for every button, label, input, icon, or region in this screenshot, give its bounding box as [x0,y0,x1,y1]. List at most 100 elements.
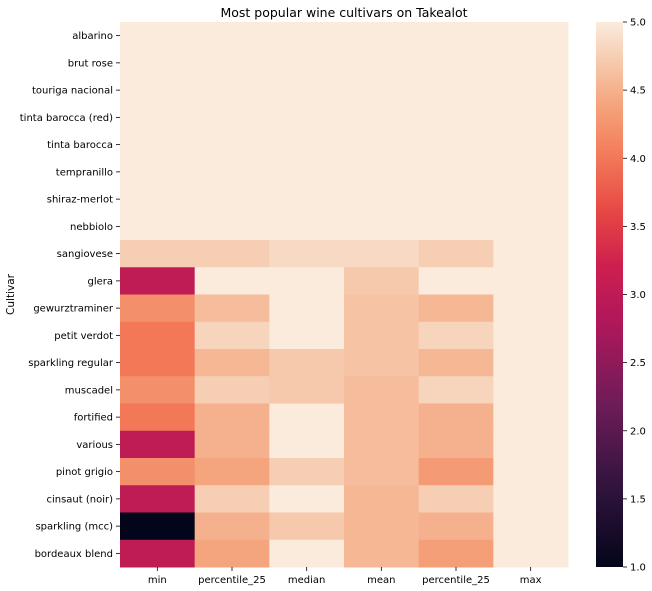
heatmap-cell [493,485,569,513]
colorbar: 1.0 1.5 2.0 2.5 3.0 3.5 4.0 4.5 5.0 [596,18,646,574]
heatmap-cell [120,103,196,132]
heatmap-cell [344,430,420,459]
heatmap-cell [194,430,270,459]
heatmap-cell [120,430,196,459]
y-tick-label: cinsaut (noir) [46,494,113,505]
y-tick-label: tinta barocca [47,140,113,151]
y-tick-label: petit verdot [54,331,113,342]
heatmap-cell [194,376,270,404]
y-tick-label: pinot grigio [56,467,113,478]
y-tick-label: nebbiolo [70,222,113,233]
heatmap-cell [493,539,569,568]
y-tick-label: sparkling regular [28,358,114,369]
heatmap-cell [493,267,569,295]
heatmap-cell [418,321,494,350]
heatmap-cell [269,458,345,486]
heatmap-cell [194,267,270,295]
heatmap-cell [194,403,270,432]
y-tick-label: brut rose [68,58,113,69]
heatmap-cell [120,403,196,432]
heatmap-cell [493,103,569,132]
y-tick-label: sparkling (mcc) [35,522,113,533]
heatmap-cell [344,76,420,105]
y-tick-label: tinta barocca (red) [20,113,113,124]
heatmap-cell [493,240,569,268]
heatmap-cell [194,539,270,568]
heatmap-cell [120,22,196,50]
heatmap-cell [418,539,494,568]
heatmap-cell [418,49,494,77]
heatmap-cell [418,212,494,241]
heatmap-cell [493,430,569,459]
heatmap-cell [418,403,494,432]
heatmap-cell [194,294,270,323]
heatmap-cell [493,403,569,432]
colorbar-tick-label: 3.0 [630,290,646,301]
heatmap-cell [418,458,494,486]
heatmap-cell [493,185,569,214]
heatmap-cell [344,485,420,513]
heatmap-cell [269,240,345,268]
heatmap-cell [493,158,569,186]
heatmap-cell [493,458,569,486]
colorbar-tick-label: 3.5 [630,222,646,233]
heatmap-cell [269,103,345,132]
heatmap-cell [493,321,569,350]
heatmap-cell [194,485,270,513]
colorbar-tick-label: 4.5 [630,86,646,97]
heatmap-cell [269,403,345,432]
heatmap-cell [120,321,196,350]
y-tick-label: muscadel [65,385,113,396]
heatmap-cell [418,131,494,159]
y-tick-label: touriga nacional [32,86,113,97]
heatmap-cell [120,185,196,214]
heatmap-cell [493,49,569,77]
heatmap-cell [194,185,270,214]
heatmap-cell [194,212,270,241]
chart-title: Most popular wine cultivars on Takealot [220,5,467,20]
heatmap-cell [194,458,270,486]
colorbar-tick-label: 1.5 [630,494,646,505]
colorbar-tick-label: 2.5 [630,358,646,369]
heatmap-cell [344,321,420,350]
heatmap-cell [269,321,345,350]
heatmap-cell [344,49,420,77]
colorbar-tick-label: 2.0 [630,426,646,437]
heatmap-cell [194,240,270,268]
heatmap-cell [344,103,420,132]
heatmap-cell [120,49,196,77]
x-tick-labels: min percentile_25 median mean percentile_25 m… [148,567,542,586]
x-tick-label: percentile_25 [198,575,266,586]
heatmap-cell [493,131,569,159]
heatmap-cell [418,103,494,132]
heatmap-cell [418,485,494,513]
heatmap-cell [493,512,569,541]
heatmap-cell [493,376,569,404]
heatmap-cell [418,512,494,541]
heatmap-cell [194,103,270,132]
heatmap-cell [269,22,345,50]
heatmap-cell [418,240,494,268]
heatmap-cell [120,212,196,241]
heatmap-cell [493,76,569,105]
heatmap-cell [344,512,420,541]
heatmap-cell [344,539,420,568]
heatmap-cell [493,294,569,323]
heatmap-cell [269,430,345,459]
heatmap-cell [418,185,494,214]
y-tick-label: sangiovese [57,249,113,260]
heatmap-cell [269,185,345,214]
heatmap-cell [269,131,345,159]
heatmap-cell [120,539,196,568]
heatmap-cell [269,485,345,513]
heatmap-cell [269,49,345,77]
heatmap-cell [120,349,196,377]
heatmap-cell [344,22,420,50]
heatmap-cell [120,267,196,295]
heatmap-cell [493,349,569,377]
y-tick-label: glera [87,276,113,287]
heatmap-cell [269,158,345,186]
heatmap-cell [344,403,420,432]
heatmap-cell [194,321,270,350]
